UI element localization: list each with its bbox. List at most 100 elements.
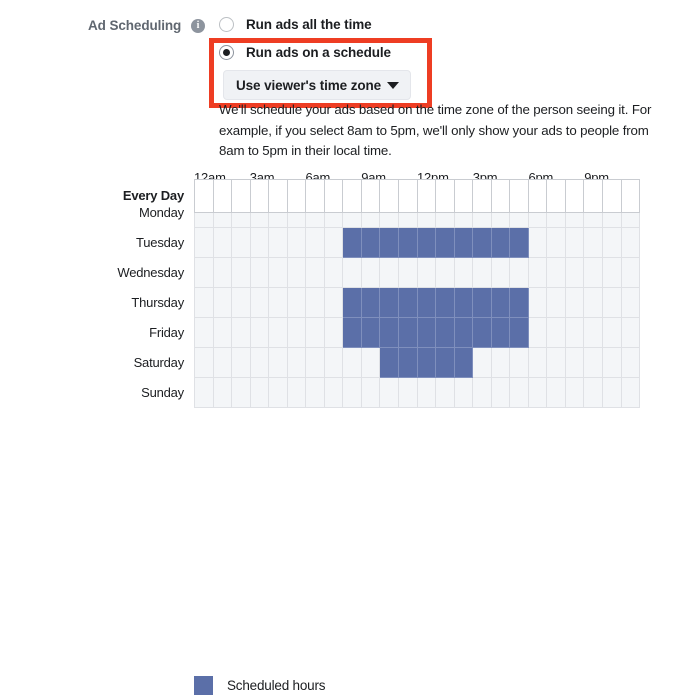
hour-cell[interactable]	[491, 348, 511, 378]
hour-cell[interactable]	[603, 288, 622, 318]
hour-cell[interactable]	[250, 258, 270, 288]
hour-cell[interactable]	[603, 179, 622, 213]
hour-cell[interactable]	[547, 318, 566, 348]
hour-cell[interactable]	[306, 288, 325, 318]
hour-cell[interactable]	[361, 318, 381, 348]
hour-cell[interactable]	[324, 318, 344, 348]
hour-cell[interactable]	[361, 348, 381, 378]
hour-cell[interactable]	[417, 228, 437, 258]
hour-cell[interactable]	[232, 378, 251, 408]
hour-cell[interactable]	[287, 348, 307, 378]
hour-cell[interactable]	[269, 179, 288, 213]
hour-cell[interactable]	[454, 348, 474, 378]
hour-cell[interactable]	[565, 228, 585, 258]
hour-cell[interactable]	[473, 378, 492, 408]
hour-cell[interactable]	[528, 318, 548, 348]
hour-cell[interactable]	[250, 378, 270, 408]
hour-cell[interactable]	[399, 179, 418, 213]
hour-cell[interactable]	[565, 318, 585, 348]
hour-cell[interactable]	[194, 348, 214, 378]
hour-cell[interactable]	[269, 288, 288, 318]
hour-cell[interactable]	[399, 378, 418, 408]
hour-cell[interactable]	[232, 348, 251, 378]
hour-cell[interactable]	[343, 318, 362, 348]
hour-cell[interactable]	[213, 318, 233, 348]
hour-cell[interactable]	[306, 348, 325, 378]
hour-cell[interactable]	[584, 378, 604, 408]
hour-cell[interactable]	[621, 179, 641, 213]
hour-cell[interactable]	[306, 179, 325, 213]
hour-cell[interactable]	[473, 318, 492, 348]
hour-cell[interactable]	[213, 228, 233, 258]
hour-cell[interactable]	[287, 258, 307, 288]
hour-cell[interactable]	[361, 288, 381, 318]
hour-cell[interactable]	[621, 258, 641, 288]
hour-cell[interactable]	[343, 378, 362, 408]
hour-cell[interactable]	[491, 378, 511, 408]
hour-cell[interactable]	[603, 348, 622, 378]
hour-cell[interactable]	[565, 378, 585, 408]
hour-cell[interactable]	[565, 179, 585, 213]
hour-cell[interactable]	[621, 378, 641, 408]
hour-cell[interactable]	[343, 228, 362, 258]
hour-cell[interactable]	[232, 179, 251, 213]
hour-cell[interactable]	[324, 228, 344, 258]
hour-cell[interactable]	[269, 258, 288, 288]
hour-cell[interactable]	[361, 258, 381, 288]
hour-cell[interactable]	[306, 258, 325, 288]
hour-cell[interactable]	[436, 288, 455, 318]
hour-cell[interactable]	[473, 258, 492, 288]
hour-cell[interactable]	[491, 318, 511, 348]
hour-cell[interactable]	[232, 228, 251, 258]
hour-cell[interactable]	[454, 378, 474, 408]
hour-cell[interactable]	[436, 228, 455, 258]
hour-cell[interactable]	[510, 258, 529, 288]
hour-cell[interactable]	[250, 288, 270, 318]
hour-cell[interactable]	[399, 348, 418, 378]
hour-cell[interactable]	[232, 318, 251, 348]
hour-cell[interactable]	[565, 258, 585, 288]
hour-cell[interactable]	[306, 378, 325, 408]
hour-cell[interactable]	[361, 228, 381, 258]
hour-cell[interactable]	[213, 378, 233, 408]
hour-cell[interactable]	[454, 318, 474, 348]
hour-cell[interactable]	[603, 228, 622, 258]
hour-cell[interactable]	[528, 258, 548, 288]
hour-cell[interactable]	[324, 288, 344, 318]
hour-cell[interactable]	[473, 228, 492, 258]
hour-cell[interactable]	[417, 179, 437, 213]
radio-circle-icon-on-a-schedule[interactable]	[219, 45, 234, 60]
hour-cell[interactable]	[547, 288, 566, 318]
hour-cell[interactable]	[417, 258, 437, 288]
hour-cell[interactable]	[473, 348, 492, 378]
hour-cell[interactable]	[528, 228, 548, 258]
hour-cell[interactable]	[324, 378, 344, 408]
hour-cell[interactable]	[603, 378, 622, 408]
hour-cell[interactable]	[232, 258, 251, 288]
hour-cell[interactable]	[603, 258, 622, 288]
hour-cell[interactable]	[287, 378, 307, 408]
hour-cell[interactable]	[436, 258, 455, 288]
hour-cell[interactable]	[528, 378, 548, 408]
hour-cell[interactable]	[584, 318, 604, 348]
hour-cell[interactable]	[380, 288, 400, 318]
hour-cell[interactable]	[380, 348, 400, 378]
hour-cell[interactable]	[417, 378, 437, 408]
hour-cell[interactable]	[491, 258, 511, 288]
hour-cell[interactable]	[547, 179, 566, 213]
hour-cell[interactable]	[528, 179, 548, 213]
hour-cell[interactable]	[621, 318, 641, 348]
hour-cell[interactable]	[547, 258, 566, 288]
hour-cell[interactable]	[380, 318, 400, 348]
hour-cell[interactable]	[584, 288, 604, 318]
hour-cell[interactable]	[269, 228, 288, 258]
hour-cell[interactable]	[399, 228, 418, 258]
hour-cell[interactable]	[584, 228, 604, 258]
hour-cell[interactable]	[380, 378, 400, 408]
hour-cell[interactable]	[194, 378, 214, 408]
hour-cell[interactable]	[287, 228, 307, 258]
hour-cell[interactable]	[343, 288, 362, 318]
hour-cell[interactable]	[454, 288, 474, 318]
hour-cell[interactable]	[306, 318, 325, 348]
hour-cell[interactable]	[250, 228, 270, 258]
